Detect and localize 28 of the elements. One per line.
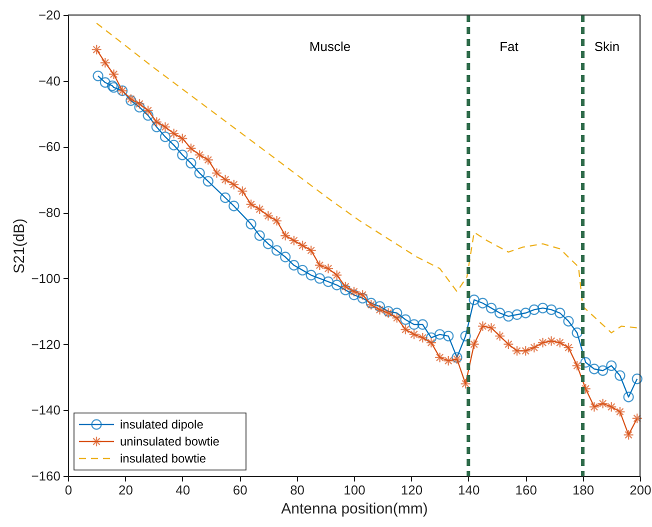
legend-label: insulated bowtie xyxy=(120,452,206,466)
x-tick-label: 100 xyxy=(344,482,366,498)
x-tick-label: 80 xyxy=(290,482,305,498)
x-tick-label: 160 xyxy=(515,482,537,498)
y-tick-label: −160 xyxy=(31,468,60,484)
annotation: Muscle xyxy=(309,39,351,54)
y-tick-label: −20 xyxy=(38,8,60,22)
y-axis-title: S21(dB) xyxy=(11,218,28,274)
y-tick-label: −120 xyxy=(31,336,60,352)
x-tick-label: 200 xyxy=(630,482,652,498)
x-tick-label: 40 xyxy=(176,482,190,498)
x-axis-title: Antenna position(mm) xyxy=(281,500,428,518)
y-tick-label: −100 xyxy=(31,270,60,286)
y-tick-label: −60 xyxy=(38,139,60,154)
legend-label: uninsulated bowtie xyxy=(120,434,220,448)
legend-label: insulated dipole xyxy=(120,418,204,432)
x-tick-label: 60 xyxy=(232,482,248,498)
line-series xyxy=(96,22,638,334)
y-tick-label: −140 xyxy=(31,402,60,418)
x-tick-label: 180 xyxy=(572,482,594,498)
x-tick-label: 140 xyxy=(458,482,480,498)
x-tick-label: 0 xyxy=(64,482,72,498)
x-tick-label: 120 xyxy=(400,482,423,498)
annotation: Skin xyxy=(594,39,620,54)
x-tick-label: 20 xyxy=(118,482,133,498)
y-tick-label: −40 xyxy=(38,73,60,88)
y-tick-label: −80 xyxy=(38,205,60,220)
annotation: Fat xyxy=(500,39,519,54)
